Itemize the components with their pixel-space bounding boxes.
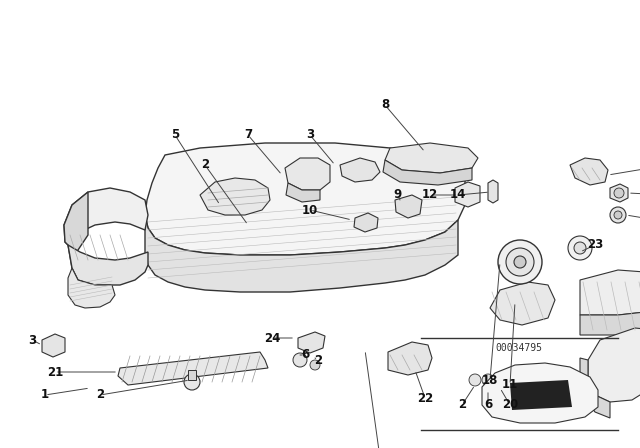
Polygon shape bbox=[395, 195, 422, 218]
Circle shape bbox=[494, 374, 506, 386]
Polygon shape bbox=[570, 158, 608, 185]
Text: 24: 24 bbox=[264, 332, 280, 345]
Polygon shape bbox=[388, 342, 432, 375]
Text: 2: 2 bbox=[314, 353, 322, 366]
Polygon shape bbox=[42, 334, 65, 357]
Text: 2: 2 bbox=[458, 399, 466, 412]
Polygon shape bbox=[64, 188, 148, 245]
Circle shape bbox=[184, 374, 200, 390]
Text: 2: 2 bbox=[96, 388, 104, 401]
Text: 10: 10 bbox=[302, 203, 318, 216]
Polygon shape bbox=[340, 158, 380, 182]
Polygon shape bbox=[482, 363, 598, 423]
Polygon shape bbox=[610, 184, 628, 202]
Polygon shape bbox=[455, 182, 480, 207]
Polygon shape bbox=[145, 215, 458, 292]
Polygon shape bbox=[286, 183, 320, 202]
Circle shape bbox=[482, 374, 494, 386]
Text: 11: 11 bbox=[502, 379, 518, 392]
Polygon shape bbox=[68, 268, 115, 308]
Circle shape bbox=[310, 360, 320, 370]
Polygon shape bbox=[580, 270, 640, 315]
Bar bbox=[188, 370, 196, 380]
Polygon shape bbox=[118, 352, 268, 385]
Circle shape bbox=[614, 188, 624, 198]
Circle shape bbox=[498, 240, 542, 284]
Text: 00034795: 00034795 bbox=[495, 343, 542, 353]
Circle shape bbox=[506, 248, 534, 276]
Polygon shape bbox=[580, 305, 640, 335]
Text: 7: 7 bbox=[244, 129, 252, 142]
Polygon shape bbox=[145, 143, 465, 255]
Text: 8: 8 bbox=[381, 99, 389, 112]
Text: 12: 12 bbox=[422, 189, 438, 202]
Circle shape bbox=[574, 242, 586, 254]
Text: 23: 23 bbox=[587, 238, 603, 251]
Text: 3: 3 bbox=[28, 333, 36, 346]
Circle shape bbox=[610, 207, 626, 223]
Polygon shape bbox=[298, 332, 325, 353]
Text: 5: 5 bbox=[171, 129, 179, 142]
Circle shape bbox=[568, 236, 592, 260]
Text: 14: 14 bbox=[450, 189, 466, 202]
Text: 1: 1 bbox=[41, 388, 49, 401]
Text: 3: 3 bbox=[306, 129, 314, 142]
Polygon shape bbox=[68, 245, 148, 285]
Text: 6: 6 bbox=[484, 399, 492, 412]
Polygon shape bbox=[285, 158, 330, 190]
Polygon shape bbox=[200, 178, 270, 215]
Circle shape bbox=[614, 211, 622, 219]
Text: 22: 22 bbox=[417, 392, 433, 405]
Circle shape bbox=[293, 353, 307, 367]
Circle shape bbox=[514, 256, 526, 268]
Polygon shape bbox=[383, 160, 472, 185]
Circle shape bbox=[469, 374, 481, 386]
Polygon shape bbox=[385, 143, 478, 173]
Polygon shape bbox=[64, 192, 88, 268]
Text: 20: 20 bbox=[502, 399, 518, 412]
Text: 9: 9 bbox=[394, 189, 402, 202]
Polygon shape bbox=[588, 328, 640, 402]
Text: 2: 2 bbox=[201, 159, 209, 172]
Polygon shape bbox=[580, 358, 610, 418]
Polygon shape bbox=[354, 213, 378, 232]
Polygon shape bbox=[490, 282, 555, 325]
Text: 18: 18 bbox=[482, 374, 498, 387]
Polygon shape bbox=[510, 380, 572, 410]
Text: 6: 6 bbox=[301, 349, 309, 362]
Polygon shape bbox=[488, 180, 498, 203]
Text: 21: 21 bbox=[47, 366, 63, 379]
